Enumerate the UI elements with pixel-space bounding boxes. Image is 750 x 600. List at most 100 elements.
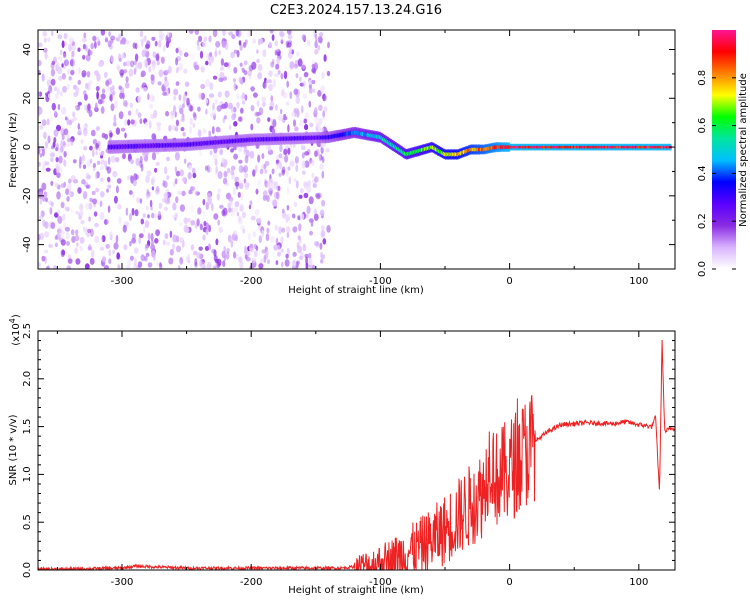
noise-blob: [135, 174, 139, 180]
noise-blob: [167, 31, 171, 38]
noise-blob: [164, 166, 168, 175]
noise-blob: [243, 60, 248, 66]
noise-blob: [190, 204, 194, 213]
noise-blob: [255, 188, 259, 195]
noise-blob: [124, 132, 127, 139]
noise-blob: [58, 75, 63, 81]
noise-blob: [183, 217, 188, 225]
noise-blob: [237, 191, 241, 198]
noise-blob: [304, 124, 309, 131]
noise-blob: [107, 156, 111, 165]
noise-blob: [197, 129, 202, 137]
noise-blob: [100, 191, 105, 198]
noise-blob: [38, 146, 41, 155]
noise-blob: [211, 202, 214, 212]
noise-blob: [80, 220, 85, 225]
noise-blob: [56, 62, 60, 69]
noise-blob: [205, 60, 209, 66]
noise-blob: [222, 260, 226, 268]
noise-blob: [99, 211, 105, 220]
noise-blob: [119, 92, 123, 99]
noise-blob: [70, 118, 75, 124]
noise-blob: [286, 247, 290, 253]
noise-blob: [43, 131, 47, 140]
noise-blob: [45, 266, 50, 269]
noise-blob: [138, 233, 144, 239]
noise-blob: [135, 62, 138, 71]
noise-blob: [79, 156, 82, 165]
noise-blob: [85, 54, 91, 62]
noise-blob: [46, 79, 51, 85]
noise-blob: [320, 230, 326, 238]
noise-blob: [279, 144, 283, 153]
noise-blob: [196, 252, 201, 259]
noise-blob: [42, 219, 46, 227]
noise-blob: [61, 132, 65, 141]
noise-blob: [90, 129, 96, 137]
noise-blob: [301, 152, 305, 159]
noise-blob: [175, 81, 180, 86]
noise-blob: [70, 69, 75, 76]
noise-blob: [226, 251, 230, 260]
noise-blob: [80, 155, 85, 164]
noise-blob: [281, 227, 286, 233]
noise-blob: [62, 141, 66, 148]
noise-blob: [49, 152, 56, 158]
noise-blob: [38, 59, 42, 67]
x-tick-label: 0: [506, 276, 512, 287]
noise-blob: [151, 152, 157, 161]
noise-blob: [62, 213, 66, 222]
noise-blob: [50, 201, 54, 207]
noise-blob: [250, 104, 255, 112]
noise-blob: [270, 235, 275, 244]
noise-blob: [298, 194, 303, 199]
noise-blob: [190, 220, 196, 226]
noise-blob: [318, 104, 323, 112]
noise-blob: [214, 262, 218, 267]
noise-blob: [275, 104, 278, 111]
noise-blob: [46, 265, 50, 269]
noise-blob: [239, 203, 245, 212]
noise-blob: [152, 63, 156, 71]
noise-blob: [125, 60, 131, 67]
noise-blob: [233, 67, 238, 74]
noise-blob: [223, 170, 228, 178]
noise-blob: [261, 101, 266, 107]
noise-blob: [276, 159, 280, 164]
noise-blob: [95, 143, 100, 149]
noise-blob: [122, 153, 126, 160]
noise-blob: [137, 95, 142, 103]
noise-blob: [179, 50, 183, 57]
noise-blob: [60, 145, 64, 153]
noise-blob: [311, 63, 316, 69]
noise-blob: [179, 237, 184, 244]
noise-blob: [188, 30, 194, 34]
noise-blob: [297, 235, 301, 241]
noise-blob: [100, 30, 106, 36]
noise-blob: [70, 229, 75, 236]
noise-blob: [47, 93, 51, 99]
spectrogram-frame: [37, 29, 676, 270]
noise-blob: [280, 248, 284, 253]
noise-blob: [134, 53, 139, 62]
noise-blob: [280, 236, 284, 245]
noise-blob: [110, 55, 114, 63]
noise-blob: [264, 169, 267, 174]
noise-blob: [317, 36, 323, 44]
noise-blob: [193, 250, 198, 256]
noise-blob: [267, 180, 272, 189]
noise-blob: [86, 159, 92, 168]
noise-blob: [219, 204, 224, 209]
noise-blob: [124, 118, 128, 126]
noise-blob: [265, 233, 270, 242]
noise-blob: [192, 172, 197, 179]
noise-blob: [311, 172, 315, 179]
spectrogram-y-axis-label: Frequency (Hz): [8, 112, 19, 188]
noise-blob: [306, 205, 311, 215]
noise-blob: [318, 153, 322, 162]
noise-blob: [214, 98, 219, 105]
noise-blob: [129, 213, 132, 221]
noise-blob: [54, 110, 57, 117]
noise-blob: [281, 261, 284, 268]
noise-blob: [223, 76, 227, 81]
